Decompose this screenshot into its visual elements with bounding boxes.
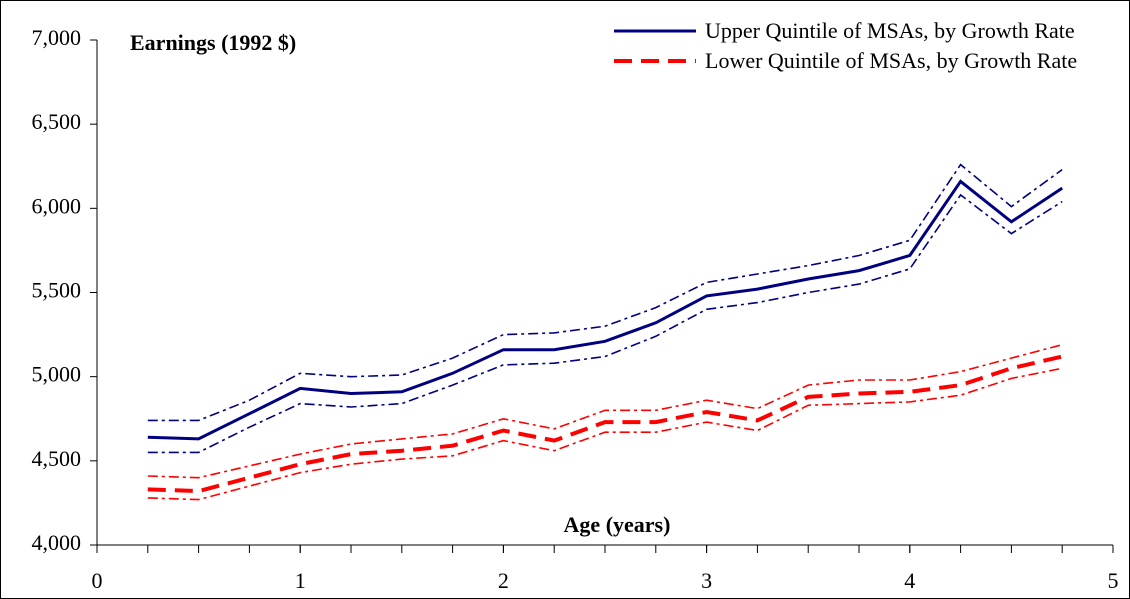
y-tick-label: 5,000: [32, 362, 82, 387]
legend-entry: Upper Quintile of MSAs, by Growth Rate: [610, 16, 1130, 46]
y-tick-label: 6,000: [32, 193, 82, 218]
y-tick-label: 5,500: [32, 278, 82, 303]
y-tick-label: 6,500: [32, 109, 82, 134]
confidence-line: [147, 193, 1063, 454]
y-tick-label: 4,500: [32, 446, 82, 471]
legend-label: Lower Quintile of MSAs, by Growth Rate: [705, 48, 1078, 73]
x-tick-label: 3: [701, 568, 712, 593]
chart-title: Earnings (1992 $): [130, 30, 296, 55]
x-tick-label: 5: [1108, 568, 1119, 593]
legend-swatch: [614, 59, 696, 63]
legend-label: Upper Quintile of MSAs, by Growth Rate: [705, 18, 1075, 43]
legend-swatch: [614, 29, 696, 33]
x-tick-label: 4: [904, 568, 915, 593]
x-tick-label: 1: [295, 568, 306, 593]
legend-entry: Lower Quintile of MSAs, by Growth Rate: [610, 46, 1130, 76]
y-tick-label: 7,000: [32, 25, 82, 50]
series-line: [147, 354, 1063, 494]
x-tick-label: 0: [92, 568, 103, 593]
confidence-line: [147, 343, 1063, 479]
x-axis-label: Age (years): [564, 512, 671, 537]
confidence-line: [147, 367, 1063, 501]
x-tick-label: 2: [498, 568, 509, 593]
confidence-line: [147, 163, 1063, 422]
legend: Upper Quintile of MSAs, by Growth Rate Lo…: [610, 16, 1130, 76]
series-line: [147, 179, 1064, 441]
y-tick-label: 4,000: [32, 530, 82, 555]
